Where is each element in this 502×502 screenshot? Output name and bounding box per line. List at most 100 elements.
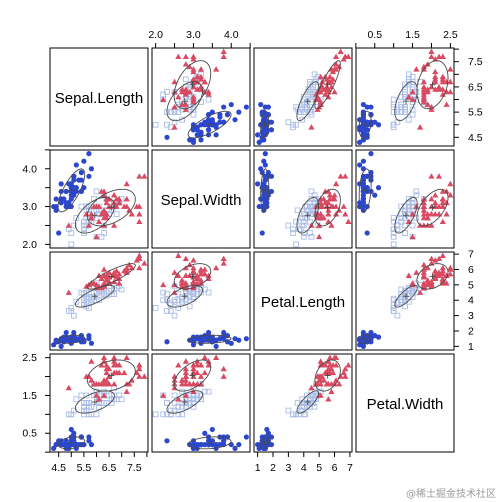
data-point [76,336,82,342]
data-point [402,91,408,98]
watermark-text: @稀土掘金技术社区 [406,489,496,500]
data-point [439,275,446,282]
data-point [126,261,133,268]
data-point [197,373,205,379]
data-point [360,137,367,143]
data-point [439,218,446,225]
data-point [300,233,307,240]
data-point [337,173,344,179]
data-point [322,362,329,368]
group-ellipse [187,110,232,139]
group-ellipse [416,188,449,227]
data-point [435,269,443,275]
data-point [264,426,270,433]
data-point [136,264,143,271]
data-point [190,53,197,59]
data-point [198,441,204,448]
data-point [217,336,223,342]
data-point [285,222,292,229]
data-point [164,411,170,418]
data-point [293,121,299,128]
data-point [317,98,324,105]
data-point [71,430,77,436]
data-point [103,380,110,387]
data-point [428,173,435,179]
group-ellipse [86,359,136,392]
data-point [194,441,200,448]
data-point [439,78,446,85]
data-point [100,211,108,217]
group-ellipse [173,263,212,290]
data-point [325,396,332,402]
data-point [390,241,397,248]
data-point [317,203,324,209]
data-point [66,200,72,206]
data-point [209,109,215,115]
panel-frame [151,353,251,453]
group-ellipse [296,390,320,414]
data-point [194,132,200,138]
data-point [264,185,270,191]
data-point [428,83,435,90]
data-point [375,185,382,191]
data-point [303,203,310,210]
data-point [360,196,367,202]
data-point [332,203,340,209]
data-point [190,264,197,271]
tick-label: 5.5 [77,462,92,474]
data-point [432,267,439,274]
data-point [205,289,212,296]
data-point [360,109,367,115]
data-point [413,269,420,275]
data-point [342,53,349,59]
data-point [405,272,412,278]
data-point [164,134,170,140]
data-point [439,278,446,285]
data-point [164,291,170,297]
data-point [78,169,84,176]
data-point [182,106,189,112]
data-point [311,199,318,206]
data-point [394,312,401,319]
data-point [182,380,189,387]
data-point [98,292,105,299]
data-point [121,369,128,376]
data-point [390,109,397,115]
tick-label: 2.0 [148,29,163,41]
data-point [364,134,370,140]
data-point [312,380,320,387]
group-ellipse [296,81,320,122]
data-point [325,211,332,217]
data-point [293,411,299,418]
data-point [105,373,113,379]
data-point [209,438,215,444]
data-point [329,362,337,368]
data-point [285,407,292,414]
data-point [56,438,62,444]
data-point [420,261,428,268]
data-point [141,373,148,379]
data-point [372,119,378,125]
data-point [402,211,408,217]
data-point [398,211,405,217]
data-point [435,255,443,262]
data-point [175,297,182,304]
data-point [190,98,197,105]
variable-label: Petal.Width [367,396,444,413]
data-point [190,373,197,379]
data-point [86,434,92,440]
data-point [111,369,118,376]
data-point [175,252,182,258]
tick-label: 6 [332,462,338,474]
data-point [186,400,193,406]
data-point [439,264,446,271]
data-point [88,340,95,346]
data-point [81,411,87,418]
data-point [83,283,90,289]
data-point [268,434,275,440]
data-point [201,270,208,277]
data-point [136,255,143,262]
data-point [290,230,296,236]
data-point [390,308,397,314]
data-point [420,98,428,105]
